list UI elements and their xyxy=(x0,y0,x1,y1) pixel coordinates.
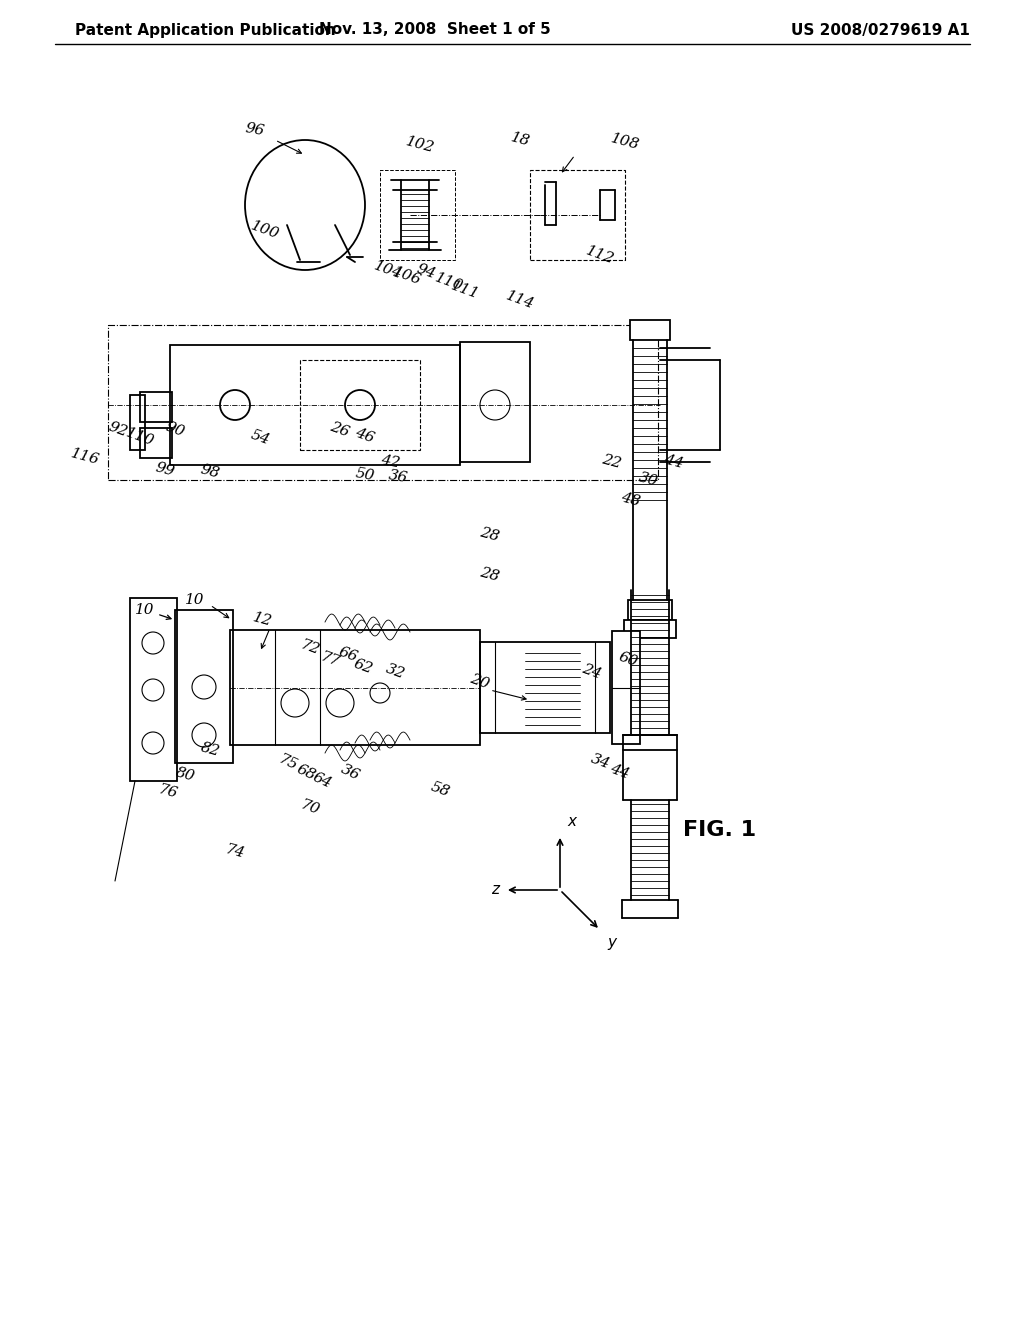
Text: Patent Application Publication: Patent Application Publication xyxy=(75,22,336,37)
Text: Nov. 13, 2008  Sheet 1 of 5: Nov. 13, 2008 Sheet 1 of 5 xyxy=(319,22,551,37)
Bar xyxy=(460,342,530,462)
Text: 20: 20 xyxy=(468,672,492,692)
Text: 28: 28 xyxy=(479,566,501,585)
Text: 74: 74 xyxy=(224,842,246,861)
Text: 12: 12 xyxy=(251,611,273,630)
Text: 66: 66 xyxy=(337,645,359,665)
Text: 108: 108 xyxy=(609,132,641,153)
Bar xyxy=(380,170,455,260)
Text: 75: 75 xyxy=(276,751,300,772)
Bar xyxy=(628,601,672,620)
Bar xyxy=(300,360,420,450)
Text: 92: 92 xyxy=(106,420,130,440)
Bar xyxy=(140,392,172,422)
Text: 34: 34 xyxy=(589,752,611,772)
Bar xyxy=(140,428,172,458)
Text: 110: 110 xyxy=(433,271,465,293)
Text: 90: 90 xyxy=(164,420,186,440)
Text: 30: 30 xyxy=(637,471,659,490)
Text: 44: 44 xyxy=(608,762,632,781)
Text: 114: 114 xyxy=(504,289,537,312)
Text: 82: 82 xyxy=(199,741,221,759)
Text: 70: 70 xyxy=(298,799,322,818)
Bar xyxy=(624,620,676,638)
Text: 60: 60 xyxy=(616,649,640,671)
Text: 76: 76 xyxy=(157,783,179,801)
Text: 112: 112 xyxy=(584,243,616,267)
Text: 32: 32 xyxy=(383,663,407,682)
Text: 111: 111 xyxy=(449,279,481,301)
Text: 110: 110 xyxy=(124,425,156,449)
Text: 24: 24 xyxy=(581,663,603,682)
Bar xyxy=(612,631,640,744)
Text: 42: 42 xyxy=(379,453,400,471)
Text: 36: 36 xyxy=(387,469,409,486)
Text: 10: 10 xyxy=(185,593,205,607)
Text: 77: 77 xyxy=(318,649,342,671)
Text: z: z xyxy=(490,883,499,898)
Text: 64: 64 xyxy=(310,770,334,791)
Text: x: x xyxy=(567,814,577,829)
Text: 50: 50 xyxy=(354,466,376,483)
Text: 104: 104 xyxy=(372,259,404,281)
Bar xyxy=(130,395,145,450)
Text: 68: 68 xyxy=(294,762,317,783)
Text: 102: 102 xyxy=(404,135,436,156)
Text: 98: 98 xyxy=(199,463,221,482)
Text: 44: 44 xyxy=(662,453,684,471)
Bar xyxy=(130,598,177,781)
Bar xyxy=(108,325,658,480)
Text: 80: 80 xyxy=(174,766,197,784)
Text: 18: 18 xyxy=(509,131,531,149)
Text: 10: 10 xyxy=(135,603,155,616)
Text: 48: 48 xyxy=(618,491,641,510)
Text: 62: 62 xyxy=(351,657,375,677)
Bar xyxy=(530,170,625,260)
Text: 46: 46 xyxy=(353,426,377,446)
Bar xyxy=(480,642,610,733)
Text: 106: 106 xyxy=(391,264,423,288)
Text: y: y xyxy=(607,935,616,949)
Text: 116: 116 xyxy=(69,446,101,467)
Bar xyxy=(630,319,670,341)
Text: 100: 100 xyxy=(249,218,282,242)
Text: 58: 58 xyxy=(428,780,452,800)
Bar xyxy=(230,630,480,744)
Text: 28: 28 xyxy=(479,525,501,544)
Text: 26: 26 xyxy=(329,420,351,440)
Bar xyxy=(170,345,460,465)
Text: 96: 96 xyxy=(244,121,266,139)
Text: 99: 99 xyxy=(154,461,176,479)
Text: 94: 94 xyxy=(415,263,437,282)
Text: 36: 36 xyxy=(338,762,361,783)
Bar xyxy=(175,610,233,763)
Text: US 2008/0279619 A1: US 2008/0279619 A1 xyxy=(791,22,970,37)
Text: 54: 54 xyxy=(249,428,271,447)
Text: FIG. 1: FIG. 1 xyxy=(683,820,757,840)
Text: 72: 72 xyxy=(298,638,322,657)
Text: 22: 22 xyxy=(601,453,624,471)
